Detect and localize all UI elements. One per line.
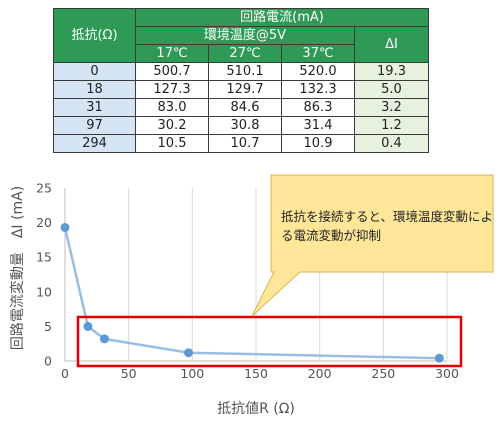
- current-cell: 10.5: [135, 134, 209, 153]
- y-tick-label: 25: [36, 181, 52, 196]
- delta-cell: 0.4: [353, 134, 430, 153]
- y-axis-label: 回路電流変動量 ΔI (mA): [9, 186, 26, 350]
- delta-cell: 5.0: [353, 80, 430, 99]
- current-cell: 127.3: [135, 80, 209, 99]
- current-header: 回路電流(mA): [134, 8, 430, 27]
- x-tick-label: 300: [435, 366, 459, 381]
- data-point: [184, 348, 194, 358]
- table-row: 97 30.2 30.8 31.4 1.2: [53, 116, 430, 135]
- x-tick-label: 50: [121, 366, 137, 381]
- temp-header-17: 17℃: [135, 44, 209, 63]
- delta-cell: 3.2: [353, 98, 430, 117]
- data-point: [434, 353, 444, 363]
- resistance-cell: 18: [53, 80, 136, 99]
- line-chart: 0 50 100 150 200 250 300 0 5 10 15 20 25 抵抗を接続すると、環境…: [9, 174, 494, 417]
- x-tick-label: 250: [371, 366, 395, 381]
- tick-labels: 0 50 100 150 200 250 300 0 5 10 15 20 25: [36, 181, 459, 382]
- current-cell: 500.7: [135, 62, 209, 81]
- temp-header-37: 37℃: [281, 44, 355, 63]
- temperature-header: 環境温度@5V: [135, 26, 355, 45]
- data-point: [99, 334, 109, 344]
- data-point: [83, 321, 93, 331]
- current-cell: 510.1: [208, 62, 282, 81]
- y-tick-label: 5: [44, 319, 52, 334]
- temp-header-27: 27℃: [208, 44, 282, 63]
- current-cell: 86.3: [281, 98, 355, 117]
- resistance-header: 抵抗(Ω): [53, 8, 136, 63]
- delta-cell: 19.3: [353, 62, 430, 81]
- resistance-cell: 97: [53, 116, 136, 135]
- x-tick-label: 200: [308, 366, 332, 381]
- y-tick-label: 0: [44, 354, 52, 369]
- resistance-cell: 31: [53, 98, 136, 117]
- x-axis-label: 抵抗値R (Ω): [217, 401, 295, 417]
- annotations: 抵抗を接続すると、環境温度変動による電流変動が抑制: [76, 174, 494, 368]
- current-cell: 10.9: [281, 134, 355, 153]
- current-cell: 31.4: [281, 116, 355, 135]
- x-tick-label: 100: [180, 366, 204, 381]
- axes: [64, 188, 447, 362]
- table-row: 18 127.3 129.7 132.3 5.0: [53, 80, 430, 99]
- annotation-line: 抵抗を接続すると、環境温度変動によ: [281, 209, 493, 224]
- series: [60, 222, 444, 363]
- table-row: 294 10.5 10.7 10.9 0.4: [53, 134, 430, 153]
- data-table: 抵抗(Ω) 回路電流(mA) 環境温度@5V ΔI 17℃ 27℃ 37℃ 0 …: [53, 8, 430, 153]
- resistance-cell: 294: [53, 134, 136, 153]
- current-cell: 520.0: [281, 62, 355, 81]
- annotation-line: る電流変動が抑制: [281, 228, 381, 243]
- current-cell: 129.7: [208, 80, 282, 99]
- delta-cell: 1.2: [353, 116, 430, 135]
- x-tick-label: 150: [244, 366, 268, 381]
- resistance-cell: 0: [53, 62, 136, 81]
- annotation-callout: [251, 174, 494, 317]
- y-tick-label: 15: [36, 250, 52, 265]
- current-cell: 83.0: [135, 98, 209, 117]
- table-row: 31 83.0 84.6 86.3 3.2: [53, 98, 430, 117]
- data-point: [60, 222, 70, 232]
- y-tick-label: 20: [36, 215, 52, 230]
- current-cell: 30.8: [208, 116, 282, 135]
- y-tick-label: 10: [36, 284, 52, 299]
- current-cell: 132.3: [281, 80, 355, 99]
- current-cell: 10.7: [208, 134, 282, 153]
- annotation-text: 抵抗を接続すると、環境温度変動による電流変動が抑制: [281, 209, 493, 243]
- current-cell: 84.6: [208, 98, 282, 117]
- delta-header: ΔI: [353, 26, 430, 63]
- x-tick-label: 0: [61, 366, 69, 381]
- highlight-box: [76, 315, 463, 368]
- table-row: 0 500.7 510.1 520.0 19.3: [53, 62, 430, 81]
- current-cell: 30.2: [135, 116, 209, 135]
